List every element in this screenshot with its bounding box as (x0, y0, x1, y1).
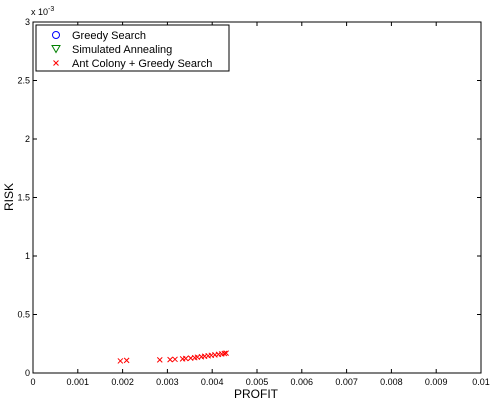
legend-box (35, 24, 230, 72)
data-point-x-marker (117, 358, 124, 364)
y-multiplier-base: x 10 (31, 7, 48, 17)
x-tick-label: 0.008 (380, 377, 403, 387)
data-point-x-marker (182, 355, 189, 362)
x-tick-label: 0 (30, 377, 35, 387)
legend-label-greedy-search: Greedy Search (72, 30, 146, 42)
y-tick-label: 0.5 (17, 310, 30, 320)
plot-area (32, 21, 482, 374)
y-tick-label: 1 (25, 251, 30, 261)
legend-x-marker-icon (53, 60, 59, 66)
x-tick-label: 0.01 (472, 377, 490, 387)
y-axis-label: RISK (2, 183, 16, 211)
legend-label-ant-colony-greedy-search: Ant Colony + Greedy Search (72, 58, 212, 70)
x-tick-label: 0.002 (111, 377, 134, 387)
y-tick-label: 1.5 (17, 193, 30, 203)
x-tick-label: 0.005 (246, 377, 269, 387)
data-point-x-marker (172, 356, 178, 363)
data-point-x-marker (167, 356, 173, 363)
x-tick-label: 0.007 (335, 377, 358, 387)
y-tick-label: 3 (25, 17, 30, 27)
y-tick-label: 0 (25, 368, 30, 378)
x-tick-label: 0.004 (201, 377, 224, 387)
y-tick-label: 2.5 (17, 76, 30, 86)
x-tick-label: 0.009 (425, 377, 448, 387)
y-multiplier-exponent: -3 (48, 6, 54, 13)
legend-label-simulated-annealing: Simulated Annealing (72, 44, 172, 56)
data-point-x-marker (123, 357, 130, 364)
data-markers (117, 350, 229, 364)
x-tick-label: 0.003 (156, 377, 179, 387)
y-axis-ticks: 0 0.5 1 1.5 2 2.5 3 (17, 17, 481, 378)
y-axis-multiplier: x 10-3 (31, 6, 54, 17)
x-tick-label: 0.001 (67, 377, 90, 387)
data-point-x-marker (221, 350, 228, 357)
y-tick-label: 2 (25, 134, 30, 144)
legend: Greedy Search Simulated Annealing Ant Co… (35, 24, 230, 72)
legend-circle-marker-icon (52, 31, 60, 39)
data-point-x-marker (223, 350, 229, 356)
legend-triangle-marker-icon (51, 45, 61, 54)
x-axis-label: PROFIT (234, 387, 279, 401)
x-axis-ticks: 0 0.001 0.002 0.003 0.004 0.005 0.006 0.007 0.00… (30, 22, 490, 387)
data-point-x-marker (156, 357, 163, 363)
x-tick-label: 0.006 (291, 377, 314, 387)
